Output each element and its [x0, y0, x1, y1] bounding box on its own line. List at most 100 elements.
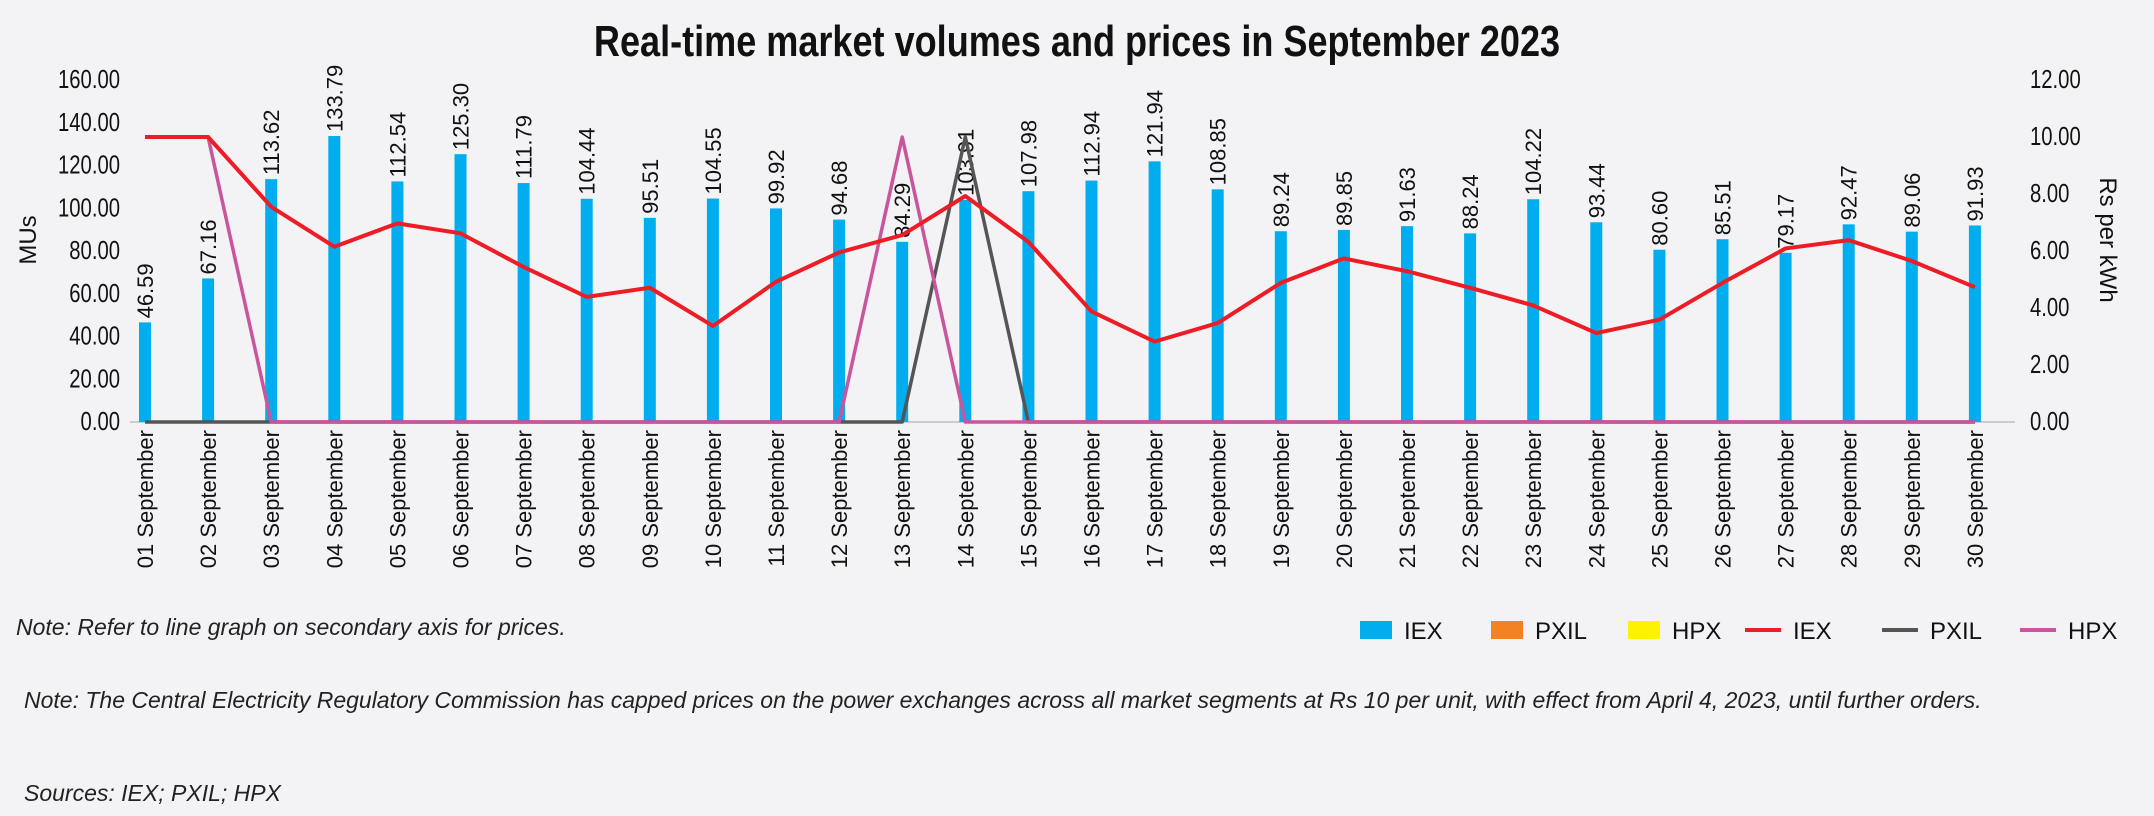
- bar-iex: [1464, 233, 1477, 422]
- bar-data-label: 91.93: [1963, 166, 1988, 221]
- x-tick-label: 16 September: [1080, 430, 1105, 568]
- y-tick-label: 140.00: [58, 107, 120, 136]
- bar-iex: [1779, 252, 1792, 422]
- bar-iex: [959, 199, 972, 422]
- legend-swatch-bar-iex: [1360, 621, 1392, 639]
- bar-iex: [517, 183, 530, 422]
- bar-data-label: 85.51: [1711, 180, 1736, 235]
- x-tick-label: 28 September: [1837, 430, 1862, 568]
- x-tick-label: 26 September: [1711, 430, 1736, 568]
- axis-note: Note: Refer to line graph on secondary a…: [16, 614, 566, 640]
- bar-iex: [1148, 161, 1161, 422]
- bar-iex: [643, 217, 656, 422]
- bar-iex: [1211, 189, 1224, 422]
- y-tick-label: 60.00: [69, 278, 120, 307]
- x-tick-label: 12 September: [827, 430, 852, 568]
- bar-data-label: 121.94: [1143, 90, 1168, 157]
- legend-label: IEX: [1793, 618, 1832, 645]
- sources-note: Sources: IEX; PXIL; HPX: [24, 780, 281, 806]
- bar-iex: [833, 219, 846, 422]
- y-tick-label: 0.00: [81, 407, 120, 436]
- x-tick-label: 22 September: [1458, 430, 1483, 568]
- y-tick-label: 120.00: [58, 150, 120, 179]
- legend-label: HPX: [1672, 618, 1721, 645]
- y-tick-label: 20.00: [69, 364, 120, 393]
- bar-data-label: 104.22: [1521, 128, 1546, 195]
- bar-data-label: 91.63: [1395, 167, 1420, 222]
- x-tick-label: 18 September: [1206, 430, 1231, 568]
- x-tick-label: 10 September: [701, 430, 726, 568]
- x-tick-label: 02 September: [196, 430, 221, 568]
- x-tick-label: 27 September: [1774, 430, 1799, 568]
- x-tick-label: 19 September: [1269, 430, 1294, 568]
- x-tick-label: 29 September: [1900, 430, 1925, 568]
- bar-data-label: 89.85: [1332, 171, 1357, 226]
- x-tick-label: 24 September: [1584, 430, 1609, 568]
- y2-axis-label: Rs per kWh: [2094, 177, 2121, 302]
- x-tick-label: 20 September: [1332, 430, 1357, 568]
- x-tick-label: 14 September: [953, 430, 978, 568]
- bar-data-label: 89.24: [1269, 172, 1294, 227]
- x-tick-label: 05 September: [385, 430, 410, 568]
- y-tick-label: 100.00: [58, 193, 120, 222]
- bar-iex: [1968, 225, 1981, 422]
- bar-iex: [328, 136, 341, 423]
- bar-data-label: 95.51: [638, 159, 663, 214]
- y-tick-label: 80.00: [69, 236, 120, 265]
- y-tick-label: 160.00: [58, 65, 120, 94]
- bar-iex: [1274, 231, 1287, 422]
- bar-data-label: 107.98: [1016, 120, 1041, 187]
- x-tick-label: 01 September: [133, 430, 158, 568]
- bar-data-label: 113.62: [259, 109, 284, 175]
- bar-iex: [391, 181, 404, 422]
- y2-tick-label: 10.00: [2030, 122, 2081, 151]
- bar-iex: [770, 208, 782, 422]
- chart-title: Real-time market volumes and prices in S…: [594, 17, 1560, 66]
- legend-swatch-bar-pxil: [1491, 621, 1523, 639]
- bar-data-label: 112.94: [1080, 111, 1105, 177]
- bar-iex: [580, 198, 593, 422]
- legend-label: IEX: [1404, 618, 1443, 645]
- bar-data-label: 108.85: [1206, 118, 1231, 185]
- bar-data-label: 94.68: [827, 161, 852, 216]
- y-axis-label: MUs: [15, 215, 42, 264]
- x-tick-label: 08 September: [575, 430, 600, 568]
- bar-data-label: 67.16: [196, 219, 221, 274]
- bar-data-label: 80.60: [1647, 191, 1672, 246]
- bar-data-label: 99.92: [764, 149, 789, 204]
- x-tick-label: 07 September: [512, 430, 537, 568]
- bar-iex: [1085, 180, 1098, 422]
- bar-data-label: 46.59: [133, 263, 158, 318]
- x-tick-label: 21 September: [1395, 430, 1420, 568]
- y2-tick-label: 8.00: [2030, 179, 2069, 208]
- bar-iex: [454, 154, 467, 422]
- bar-data-label: 125.30: [449, 83, 474, 150]
- bar-iex: [896, 241, 909, 422]
- bar-iex: [1653, 249, 1666, 422]
- x-tick-label: 17 September: [1143, 430, 1168, 568]
- bar-data-label: 88.24: [1458, 174, 1483, 229]
- bar-iex: [1842, 224, 1855, 422]
- bar-iex: [1527, 199, 1540, 422]
- bar-data-label: 79.17: [1774, 194, 1799, 249]
- legend-label: PXIL: [1930, 618, 1982, 645]
- bar-data-label: 104.55: [701, 127, 726, 194]
- x-tick-label: 30 September: [1963, 430, 1988, 568]
- y2-tick-label: 6.00: [2030, 236, 2069, 265]
- x-tick-label: 06 September: [449, 430, 474, 568]
- legend-label: HPX: [2068, 618, 2117, 645]
- x-tick-label: 03 September: [259, 430, 284, 568]
- x-tick-label: 09 September: [638, 430, 663, 568]
- y2-tick-label: 2.00: [2030, 350, 2069, 379]
- cap-note: Note: The Central Electricity Regulatory…: [24, 687, 1982, 713]
- bar-iex: [1337, 229, 1350, 422]
- bar-iex: [1716, 239, 1729, 422]
- legend-label: PXIL: [1535, 618, 1587, 645]
- x-tick-label: 25 September: [1647, 430, 1672, 568]
- x-tick-label: 23 September: [1521, 430, 1546, 568]
- y2-tick-label: 4.00: [2030, 293, 2069, 322]
- bar-data-label: 112.54: [385, 112, 410, 178]
- bar-data-label: 89.06: [1900, 173, 1925, 228]
